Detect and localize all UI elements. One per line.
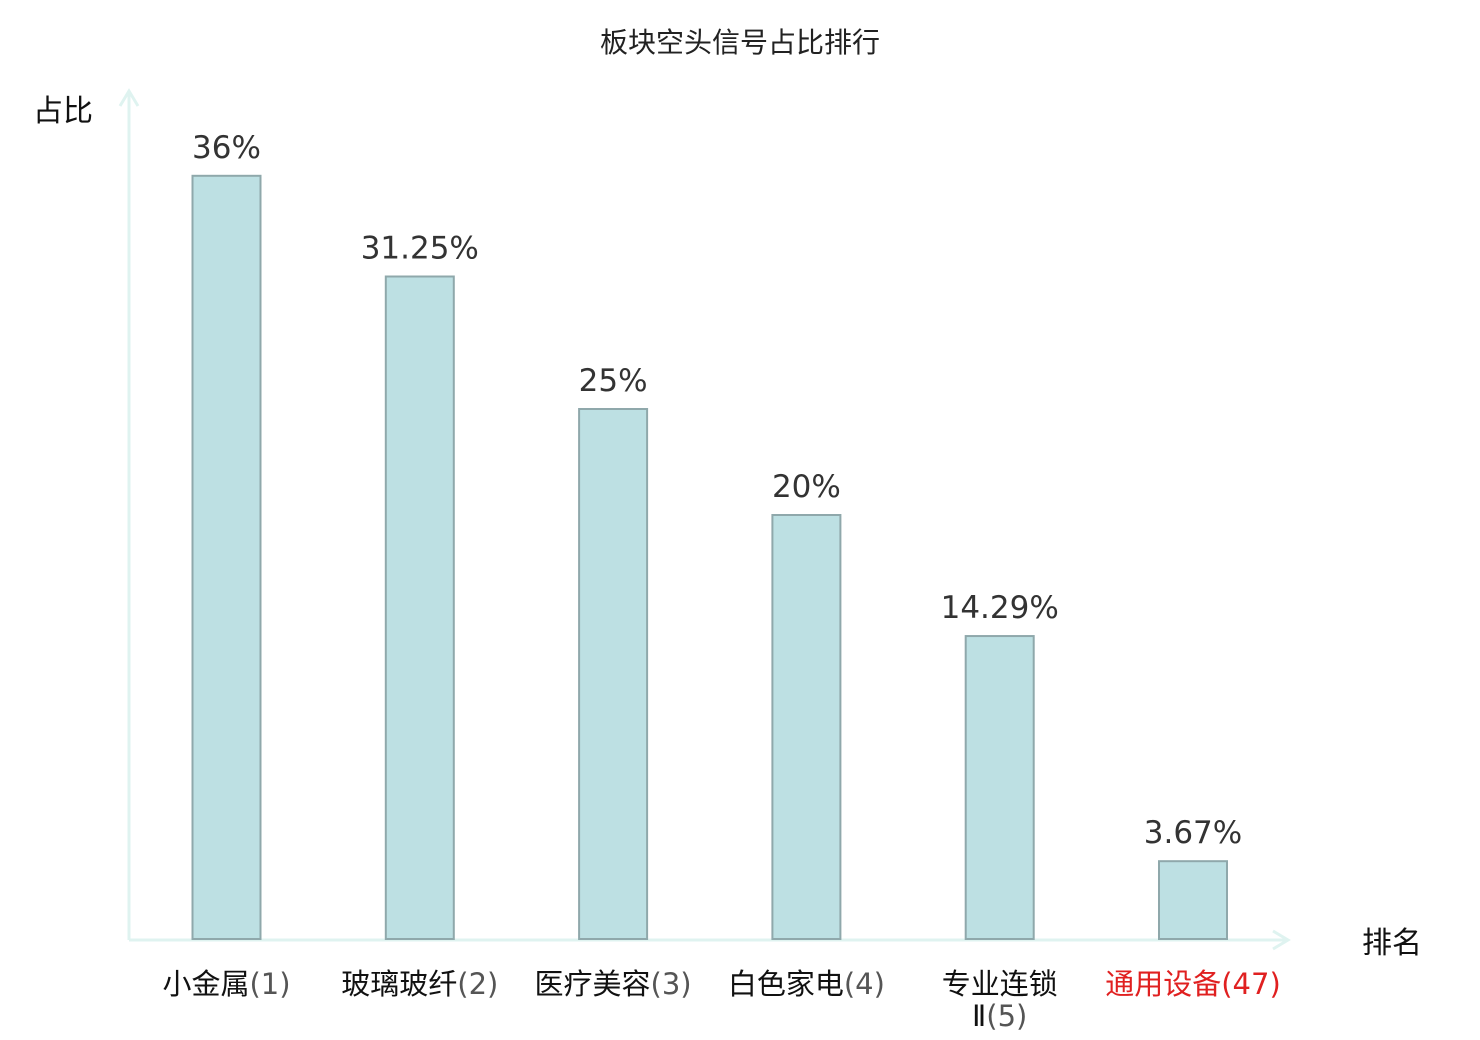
chart-title: 板块空头信号占比排行: [600, 26, 880, 59]
bar-3: [578, 408, 649, 940]
category-rank: (5): [986, 999, 1027, 1033]
x-axis-label: 排名: [1362, 926, 1422, 961]
bar-2: [384, 275, 455, 940]
data-labels: 36% 31.25% 25% 20% 14.29% 3.67%: [192, 130, 1242, 851]
category-label-3: 医疗美容(3): [535, 967, 692, 1001]
category-label-5: 专业连锁 Ⅱ(5): [942, 967, 1058, 1033]
bar-series: [191, 174, 1228, 941]
axes: [118, 88, 1291, 951]
value-label-5: 14.29%: [941, 590, 1059, 626]
category-rank: (3): [651, 967, 692, 1001]
value-label-4: 20%: [772, 469, 841, 505]
category-label-1: 小金属(1): [162, 967, 290, 1001]
value-label-2: 31.25%: [361, 231, 479, 267]
category-label-4: 白色家电(4): [728, 967, 885, 1001]
bar-6: [1158, 860, 1228, 940]
category-rank: (1): [249, 967, 290, 1001]
category-name: 专业连锁: [942, 967, 1058, 1001]
category-name: 医疗美容: [535, 967, 651, 1001]
bar-4: [771, 514, 842, 940]
y-axis-arrow-icon: [118, 88, 140, 107]
category-label-2: 玻璃玻纤(2): [341, 967, 498, 1001]
category-name: 小金属: [162, 967, 249, 1001]
x-axis-arrow-icon: [1272, 929, 1291, 951]
value-label-1: 36%: [192, 130, 261, 166]
y-axis-label: 占比: [33, 94, 93, 129]
value-label-3: 25%: [579, 363, 648, 399]
category-name: 通用设备: [1105, 967, 1221, 1001]
bar-5: [964, 635, 1035, 940]
category-rank: (47): [1221, 967, 1281, 1001]
category-rank: (2): [457, 967, 498, 1001]
value-label-6: 3.67%: [1144, 815, 1242, 851]
category-label-6: 通用设备(47): [1105, 967, 1281, 1001]
category-name-cont: Ⅱ: [972, 999, 986, 1033]
category-name: 白色家电: [728, 967, 844, 1001]
bar-1: [191, 174, 262, 941]
category-name: 玻璃玻纤: [341, 967, 457, 1001]
category-labels: 小金属(1) 玻璃玻纤(2) 医疗美容(3) 白色家电(4) 专业连锁 Ⅱ(5)通用设备(…: [162, 967, 1280, 1033]
category-rank: (4): [844, 967, 885, 1001]
